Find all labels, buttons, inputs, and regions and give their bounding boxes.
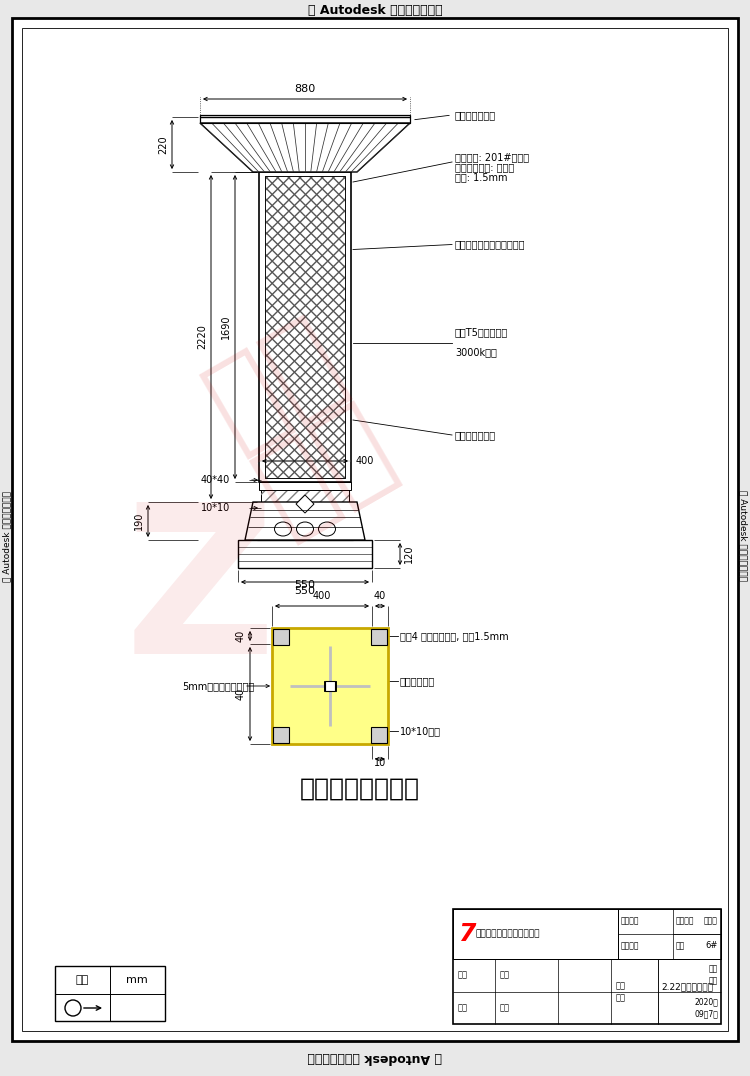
Bar (273, 629, 289, 645)
Text: 仿云石透光灯罩: 仿云石透光灯罩 (455, 430, 497, 440)
Bar (238, 540, 372, 568)
Text: 七度
照明: 七度 照明 (191, 303, 409, 549)
Text: 400: 400 (356, 456, 374, 466)
Text: 单位: 单位 (75, 975, 88, 985)
Text: 由 Autodesk 教育版产品制作: 由 Autodesk 教育版产品制作 (739, 491, 748, 581)
Text: 2020年: 2020年 (694, 997, 718, 1006)
Text: 设计阶段: 设计阶段 (676, 917, 694, 925)
Bar (257, 518, 353, 540)
Bar (371, 629, 387, 645)
Text: mm: mm (126, 975, 148, 985)
Ellipse shape (296, 522, 314, 536)
Text: 东莞七度照明科技有限公司: 东莞七度照明科技有限公司 (475, 930, 539, 938)
Text: 由 Autodesk 教育版产品制作: 由 Autodesk 教育版产品制作 (2, 491, 11, 581)
Bar (259, 172, 351, 482)
Text: 数量: 数量 (676, 942, 686, 950)
Polygon shape (200, 123, 410, 172)
Text: 550: 550 (295, 580, 316, 590)
Text: 1690: 1690 (221, 315, 231, 339)
Text: 灯体横截面示意图: 灯体横截面示意图 (300, 777, 420, 801)
Text: 40: 40 (236, 629, 246, 642)
Text: 40: 40 (236, 688, 246, 700)
Bar (453, 909, 618, 959)
Bar (265, 176, 345, 478)
Bar (265, 176, 345, 478)
Text: 客户名称: 客户名称 (621, 917, 640, 925)
Text: 10: 10 (374, 758, 386, 768)
Text: 6#: 6# (706, 942, 718, 950)
Text: 内配T5一体化灯管: 内配T5一体化灯管 (455, 327, 509, 338)
Text: Z: Z (124, 495, 275, 697)
Text: 审定: 审定 (500, 1004, 510, 1013)
Text: 灯体4 角不锈钢立柱, 壁厚1.5mm: 灯体4 角不锈钢立柱, 壁厚1.5mm (400, 631, 508, 641)
Text: 内置光源支架: 内置光源支架 (400, 676, 435, 686)
Bar (618, 909, 721, 959)
Text: 工程名称: 工程名称 (621, 942, 640, 950)
Text: 客户: 客户 (458, 971, 468, 979)
Text: 10*10方管: 10*10方管 (400, 726, 441, 736)
Text: 5mm厚仿云石透光灯罩: 5mm厚仿云石透光灯罩 (182, 681, 254, 691)
Bar (453, 909, 721, 1024)
Bar (273, 727, 289, 744)
Bar (272, 628, 388, 744)
Polygon shape (296, 495, 314, 513)
Bar (265, 176, 345, 478)
Bar (261, 490, 349, 518)
Bar (371, 727, 387, 744)
Ellipse shape (274, 522, 292, 536)
Text: 花纹图案采用激光剪花工艺: 花纹图案采用激光剪花工艺 (455, 240, 526, 250)
Bar (259, 482, 351, 490)
Text: 日期: 日期 (709, 977, 718, 986)
Text: 图纸
名称: 图纸 名称 (616, 981, 626, 1003)
Bar (325, 681, 335, 691)
Text: 190: 190 (134, 512, 144, 530)
Ellipse shape (319, 522, 335, 536)
Text: 施工图: 施工图 (704, 917, 718, 925)
Text: 灯体材质: 201#不锈钢: 灯体材质: 201#不锈钢 (455, 152, 530, 162)
Text: 10*10: 10*10 (201, 502, 230, 513)
Text: 设计: 设计 (458, 1004, 468, 1013)
Polygon shape (245, 502, 365, 540)
Text: 业务: 业务 (500, 971, 510, 979)
Text: 由 Autodesk 教育版产品制作: 由 Autodesk 教育版产品制作 (308, 4, 442, 17)
Text: 2.22米方柱景观灯: 2.22米方柱景观灯 (661, 982, 713, 991)
Text: 3000k暖光: 3000k暖光 (455, 348, 497, 357)
Text: 120: 120 (404, 544, 414, 563)
Text: 40*40: 40*40 (201, 475, 230, 485)
Text: 09月7日: 09月7日 (694, 1009, 718, 1019)
Bar (261, 490, 349, 518)
Text: 220: 220 (158, 136, 168, 154)
Text: 2220: 2220 (197, 325, 207, 350)
Text: 880: 880 (294, 84, 316, 94)
Bar (200, 115, 410, 123)
Text: 40: 40 (374, 591, 386, 601)
Text: 壁厚: 1.5mm: 壁厚: 1.5mm (455, 172, 508, 182)
Bar (55, 966, 165, 1021)
Bar (673, 909, 721, 959)
Text: 图纸: 图纸 (709, 964, 718, 974)
Text: 7: 7 (458, 922, 476, 946)
Text: 四周条形装饰条: 四周条形装饰条 (455, 110, 497, 121)
Text: 550: 550 (295, 586, 316, 596)
Text: 400: 400 (313, 591, 332, 601)
Bar (324, 681, 336, 691)
Text: 灯体表面颜色: 深灰砂: 灯体表面颜色: 深灰砂 (455, 162, 514, 172)
Text: 由 Autodesk 教育版产品制作: 由 Autodesk 教育版产品制作 (308, 1051, 442, 1064)
